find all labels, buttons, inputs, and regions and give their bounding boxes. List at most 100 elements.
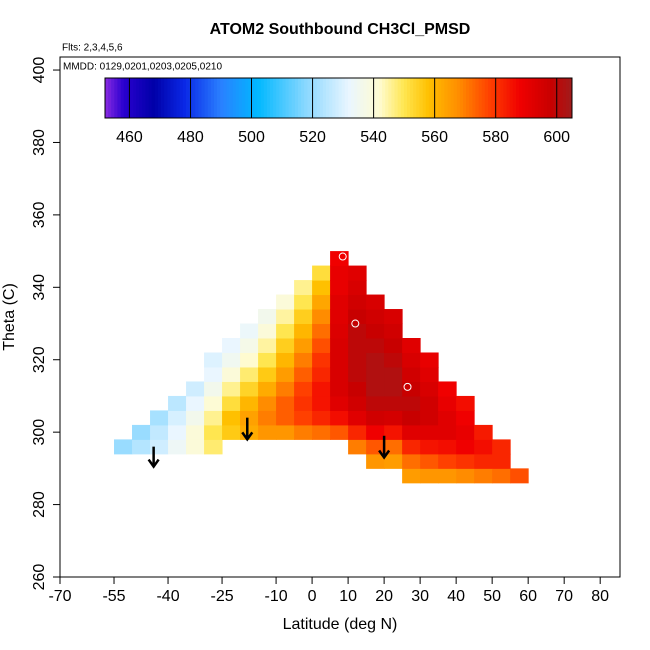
heat-cell bbox=[258, 381, 277, 397]
heat-cell bbox=[276, 410, 295, 426]
x-tick-label: 70 bbox=[555, 588, 573, 605]
colorbar-swatch bbox=[347, 78, 352, 118]
colorbar-swatch bbox=[556, 78, 560, 118]
colorbar-swatch bbox=[487, 78, 492, 118]
y-tick-label: 280 bbox=[31, 491, 48, 518]
heat-cell bbox=[402, 453, 421, 469]
colorbar-swatch bbox=[522, 78, 526, 118]
colorbar-swatch bbox=[366, 78, 371, 118]
colorbar-swatch bbox=[111, 78, 115, 118]
heat-cell bbox=[348, 294, 367, 310]
heat-cell bbox=[420, 439, 439, 455]
heat-cell bbox=[240, 410, 259, 426]
heat-cell bbox=[168, 439, 187, 455]
colorbar-swatch bbox=[204, 78, 209, 118]
heat-cell bbox=[258, 424, 277, 440]
colorbar-swatch bbox=[391, 78, 395, 118]
heat-cell bbox=[402, 424, 421, 440]
heat-cell bbox=[402, 366, 421, 382]
colorbar-swatch bbox=[540, 78, 545, 118]
colorbar-swatch bbox=[550, 78, 554, 118]
colorbar-swatch bbox=[435, 78, 439, 118]
colorbar-swatch bbox=[419, 78, 423, 118]
colorbar-swatch bbox=[207, 78, 212, 118]
y-tick-label: 380 bbox=[31, 129, 48, 156]
colorbar-swatch bbox=[257, 78, 262, 118]
colorbar-swatch bbox=[332, 78, 336, 118]
arrow-head bbox=[241, 431, 254, 442]
heat-cell bbox=[204, 410, 223, 426]
heat-cell bbox=[366, 381, 385, 397]
heat-cell bbox=[492, 468, 511, 484]
heat-cell bbox=[402, 395, 421, 411]
x-tick-label: 0 bbox=[308, 588, 317, 605]
colorbar-swatch bbox=[375, 78, 380, 118]
heat-cell bbox=[150, 410, 169, 426]
colorbar-swatch bbox=[210, 78, 215, 118]
flight-point bbox=[403, 382, 412, 391]
x-axis-label: Latitude (deg N) bbox=[283, 616, 398, 633]
heat-cell bbox=[312, 395, 331, 411]
heat-cell bbox=[294, 294, 313, 310]
colorbar-swatch bbox=[403, 78, 408, 118]
heat-cell bbox=[420, 381, 439, 397]
colorbar-swatch bbox=[512, 78, 517, 118]
colorbar-swatch bbox=[519, 78, 523, 118]
colorbar-tick-label: 600 bbox=[543, 129, 570, 146]
colorbar-swatch bbox=[456, 78, 461, 118]
colorbar-swatch bbox=[441, 78, 445, 118]
heat-cell bbox=[384, 453, 403, 469]
heat-cell bbox=[492, 453, 511, 469]
colorbar-swatch bbox=[229, 78, 234, 118]
colorbar-swatch bbox=[316, 78, 321, 118]
y-tick-label: 360 bbox=[31, 201, 48, 228]
heat-cell bbox=[168, 410, 187, 426]
colorbar-swatch bbox=[248, 78, 252, 118]
colorbar-swatch bbox=[173, 78, 178, 118]
x-tick-label: 30 bbox=[411, 588, 429, 605]
heat-cell bbox=[474, 424, 493, 440]
colorbar-swatch bbox=[562, 78, 567, 118]
colorbar-tick-label: 560 bbox=[421, 129, 448, 146]
heat-cell bbox=[348, 410, 367, 426]
heat-cell bbox=[456, 410, 475, 426]
heat-cell bbox=[294, 381, 313, 397]
heat-cell bbox=[312, 410, 331, 426]
x-tick-label: -40 bbox=[156, 588, 179, 605]
heat-cell bbox=[456, 453, 475, 469]
colorbar-swatch bbox=[142, 78, 146, 118]
flight-point bbox=[351, 319, 360, 328]
colorbar-swatch bbox=[301, 78, 305, 118]
colorbar-swatch bbox=[450, 78, 455, 118]
heat-cell bbox=[348, 338, 367, 353]
heat-cell bbox=[330, 366, 349, 382]
colorbar-swatch bbox=[344, 78, 349, 118]
colorbar-swatch bbox=[161, 78, 165, 118]
colorbar-swatch bbox=[192, 78, 196, 118]
colorbar-swatch bbox=[235, 78, 240, 118]
colorbar-swatch bbox=[444, 78, 448, 118]
colorbar-swatch bbox=[170, 78, 174, 118]
heat-cell bbox=[258, 323, 277, 339]
heat-cell bbox=[330, 338, 349, 353]
y-tick-label: 340 bbox=[31, 274, 48, 301]
colorbar-swatch bbox=[148, 78, 153, 118]
heat-cell bbox=[402, 352, 421, 368]
colorbar-swatch bbox=[360, 78, 364, 118]
flight-point bbox=[338, 252, 347, 261]
heat-cell bbox=[330, 323, 349, 339]
y-tick-label: 400 bbox=[31, 57, 48, 84]
heat-cell bbox=[348, 395, 367, 411]
heat-cell bbox=[258, 352, 277, 368]
heat-cell bbox=[312, 424, 331, 440]
colorbar-swatch bbox=[525, 78, 529, 118]
colorbar-swatch bbox=[245, 78, 249, 118]
colorbar-swatch bbox=[438, 78, 442, 118]
colorbar-swatch bbox=[145, 78, 149, 118]
colorbar-swatch bbox=[105, 78, 109, 118]
heat-cell bbox=[258, 395, 277, 411]
x-tick-label: 80 bbox=[591, 588, 609, 605]
heat-cell bbox=[258, 309, 277, 325]
heat-cell bbox=[294, 280, 313, 296]
